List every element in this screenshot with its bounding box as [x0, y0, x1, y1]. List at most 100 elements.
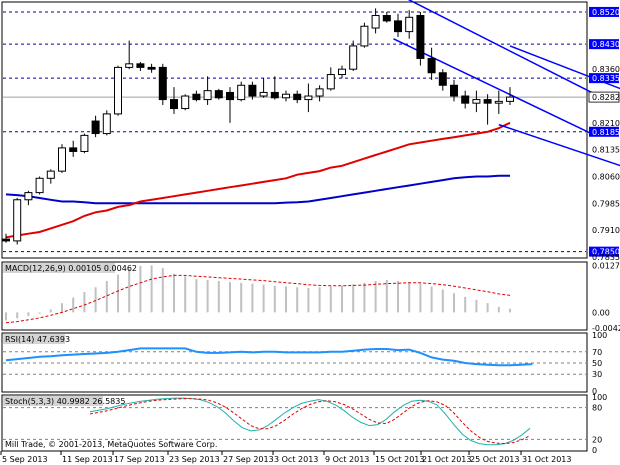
x-tick-label: 15 Oct 2013 — [375, 455, 424, 464]
y-tick-label: 0.7850 — [592, 248, 620, 257]
candle-body — [69, 147, 78, 152]
macd-label: MACD(12,26,9) 0.00105 0.00462 — [5, 264, 137, 273]
candle-body — [170, 99, 178, 110]
rsi-tick-label: 0 — [592, 387, 597, 396]
candle-body — [46, 170, 55, 179]
rsi-tick-label: 100 — [592, 331, 607, 340]
candle-body — [360, 25, 369, 47]
stoch-tick-label: 0 — [592, 446, 597, 455]
main-pane — [1, 1, 588, 259]
price-tag — [588, 91, 620, 103]
channel-line — [498, 123, 620, 167]
y-tick-label: 0.7835 — [592, 253, 620, 262]
candle-body — [427, 57, 436, 74]
candle-body — [326, 74, 335, 90]
stoch-tick-label: 80 — [592, 404, 602, 413]
candle-body — [13, 199, 22, 242]
candle-body — [371, 15, 380, 29]
candle-body — [248, 84, 257, 97]
candle-body — [237, 84, 246, 101]
stoch-tick-label: 100 — [592, 393, 607, 402]
candle-body — [192, 93, 201, 101]
candle-body — [338, 68, 346, 76]
x-tick-label: 17 Sep 2013 — [114, 455, 165, 464]
channel-line — [407, 0, 596, 95]
y-tick-label: 0.8060 — [592, 173, 620, 182]
x-tick-label: 23 Sep 2013 — [169, 455, 220, 464]
y-tick-label: 0.8135 — [592, 146, 620, 155]
candle-body — [382, 15, 391, 22]
candle-body — [472, 99, 481, 104]
y-tick-label: 0.8210 — [592, 119, 620, 128]
stoch-k-line — [89, 397, 531, 446]
stoch-tick-label: 20 — [592, 435, 602, 444]
y-tick-label: 0.8360 — [592, 65, 620, 74]
candle-body — [102, 113, 111, 135]
macd-signal-line — [5, 274, 511, 324]
stoch-layer: 100 80 20 0 — [3, 393, 607, 455]
macd-pane — [1, 261, 588, 331]
candle-body — [304, 95, 313, 101]
channel-line — [509, 45, 620, 90]
candle-body — [450, 84, 458, 97]
y-tick-label: 0.8185 — [592, 128, 620, 137]
price-tag — [589, 126, 619, 137]
x-tick-label: 31 Oct 2013 — [522, 455, 571, 464]
candle-body — [125, 63, 134, 68]
rsi-pane — [1, 332, 588, 393]
y-tick-label: 0.7985 — [592, 199, 620, 208]
candle-body — [270, 91, 279, 99]
candle-body — [114, 66, 122, 115]
candle-body — [259, 91, 268, 97]
rsi-tick-label: 30 — [592, 370, 602, 379]
candle-body — [80, 134, 89, 152]
rsi-tick-label: 70 — [592, 348, 602, 357]
candle-body — [35, 177, 44, 194]
candle-body — [494, 100, 503, 104]
candle-body — [483, 99, 492, 104]
macd-label-bg — [3, 263, 115, 273]
x-axis: 5 Sep 2013 11 Sep 2013 17 Sep 2013 23 Sep 2… — [0, 451, 571, 464]
footer-copyright: Mill Trade, © 2001-2013, MetaQuotes Soft… — [5, 440, 217, 449]
candle-body — [2, 238, 10, 242]
candle-body — [214, 90, 223, 99]
candle-body — [405, 16, 414, 33]
x-tick-label: 11 Sep 2013 — [62, 455, 113, 464]
price-layer: 0.85200.84300.83600.83350.82820.82100.81… — [2, 0, 620, 262]
candle-body — [181, 95, 190, 110]
stoch-pane — [1, 394, 588, 452]
ma-fast-line — [5, 121, 511, 239]
candle-body — [91, 120, 100, 135]
candle-body — [416, 15, 425, 59]
y-tick-label: 0.8335 — [592, 74, 620, 83]
candle-body — [203, 90, 212, 101]
candle-body — [282, 93, 290, 99]
candle-body — [293, 93, 302, 101]
y-tick-label: 0.8282 — [592, 93, 620, 102]
candle-body — [394, 20, 402, 33]
candle-body — [158, 66, 167, 101]
candle-body — [24, 192, 33, 201]
ma-slow-line — [5, 174, 510, 205]
candle-body — [349, 45, 358, 70]
price-tag — [589, 39, 619, 50]
candle-body — [147, 66, 156, 70]
x-tick-label: 3 Oct 2013 — [274, 455, 318, 464]
rsi-layer: 100 70 50 30 0 — [3, 331, 607, 396]
candle-body — [226, 91, 234, 101]
macd-tick-label: -0.00426 — [592, 324, 620, 333]
x-tick-label: 27 Sep 2013 — [223, 455, 274, 464]
price-tag — [589, 246, 619, 257]
candle-body — [438, 72, 447, 86]
rsi-tick-label: 50 — [592, 359, 602, 368]
candle-body — [136, 63, 145, 68]
x-tick-label: 9 Oct 2013 — [325, 455, 369, 464]
x-tick-label: 25 Oct 2013 — [470, 455, 519, 464]
x-tick-label: 5 Sep 2013 — [2, 455, 48, 464]
candle-body — [58, 147, 66, 172]
macd-tick-label: 0.01271 — [592, 261, 620, 270]
price-tag — [589, 73, 619, 84]
candle-body — [461, 95, 470, 104]
price-tag — [589, 6, 619, 17]
